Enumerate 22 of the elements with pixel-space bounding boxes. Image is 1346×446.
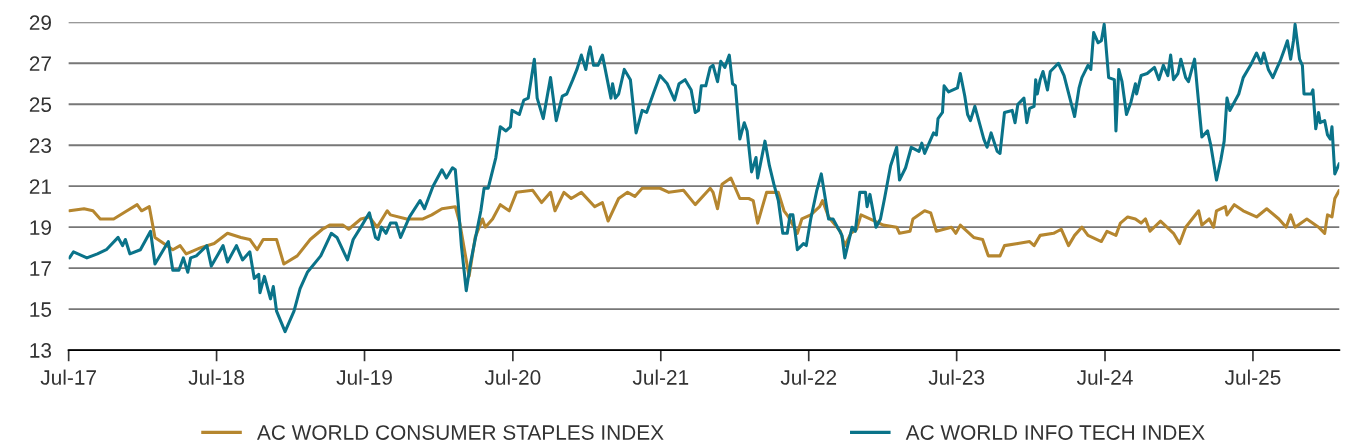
x-tick-label: Jul-17 bbox=[40, 369, 96, 385]
x-tick-label: Jul-22 bbox=[780, 369, 837, 385]
legend-label: AC WORLD CONSUMER STAPLES INDEX bbox=[256, 425, 664, 440]
y-tick-label: 15 bbox=[30, 302, 52, 317]
x-tick-label: Jul-19 bbox=[336, 369, 392, 385]
x-tick-label: Jul-18 bbox=[188, 369, 245, 385]
legend-label: AC WORLD INFO TECH INDEX bbox=[905, 425, 1205, 440]
y-tick-label: 29 bbox=[29, 15, 51, 31]
x-tick-label: Jul-23 bbox=[928, 369, 985, 385]
x-tick-label: Jul-21 bbox=[632, 369, 689, 385]
line-series bbox=[68, 176, 1340, 278]
x-tick-label: Jul-20 bbox=[484, 369, 541, 385]
x-tick-label: Jul-25 bbox=[1224, 369, 1281, 385]
y-tick-label: 21 bbox=[29, 179, 51, 194]
x-tick-label: Jul-24 bbox=[1076, 369, 1133, 385]
y-tick-label: 23 bbox=[29, 138, 52, 153]
y-tick-label: 27 bbox=[29, 56, 51, 71]
line-series bbox=[68, 22, 1340, 334]
y-tick-label: 25 bbox=[29, 97, 52, 113]
y-tick-label: 13 bbox=[30, 343, 52, 358]
y-tick-label: 17 bbox=[30, 261, 51, 276]
y-tick-label: 19 bbox=[30, 220, 51, 235]
